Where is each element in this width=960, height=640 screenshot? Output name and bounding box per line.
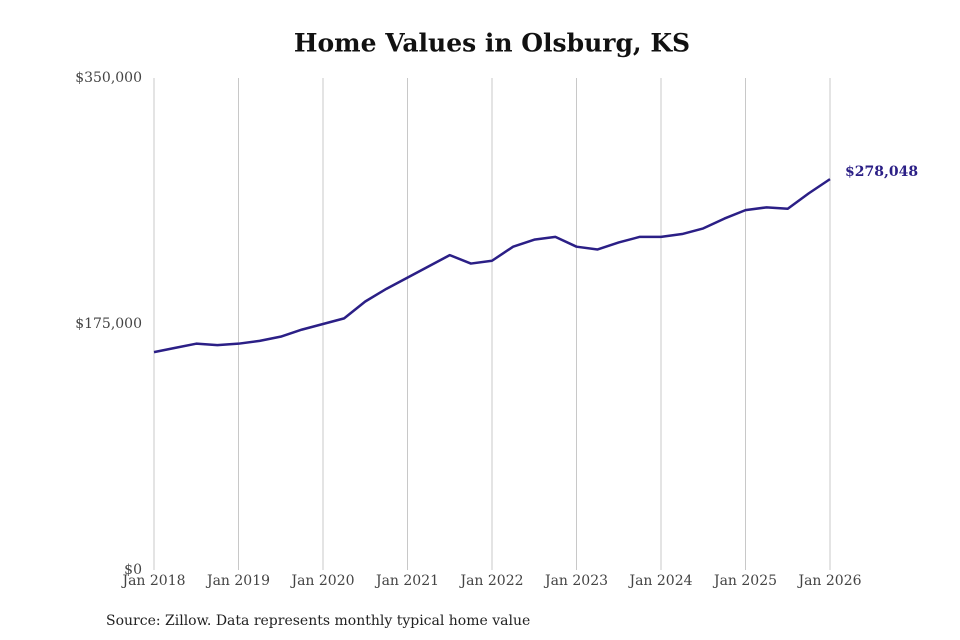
x-tick-label: Jan 2026: [796, 573, 861, 589]
value-label: $278,048: [845, 164, 918, 180]
x-tick-label: Jan 2020: [289, 573, 354, 589]
line-series: [153, 178, 831, 354]
y-tick-label: $0: [124, 562, 142, 578]
x-tick-label: Jan 2022: [458, 573, 523, 589]
y-tick-label: $175,000: [75, 316, 142, 332]
chart-title: Home Values in Olsburg, KS: [294, 29, 690, 58]
x-tick-label: Jan 2018: [120, 573, 185, 589]
x-tick-label: Jan 2023: [543, 573, 608, 589]
y-tick-label: $350,000: [75, 70, 142, 86]
x-tick-label: Jan 2024: [627, 573, 692, 589]
x-tick-label: Jan 2025: [712, 573, 777, 589]
x-tick-label: Jan 2021: [374, 573, 439, 589]
x-tick-label: Jan 2019: [205, 573, 270, 589]
source-note: Source: Zillow. Data represents monthly …: [106, 613, 530, 629]
